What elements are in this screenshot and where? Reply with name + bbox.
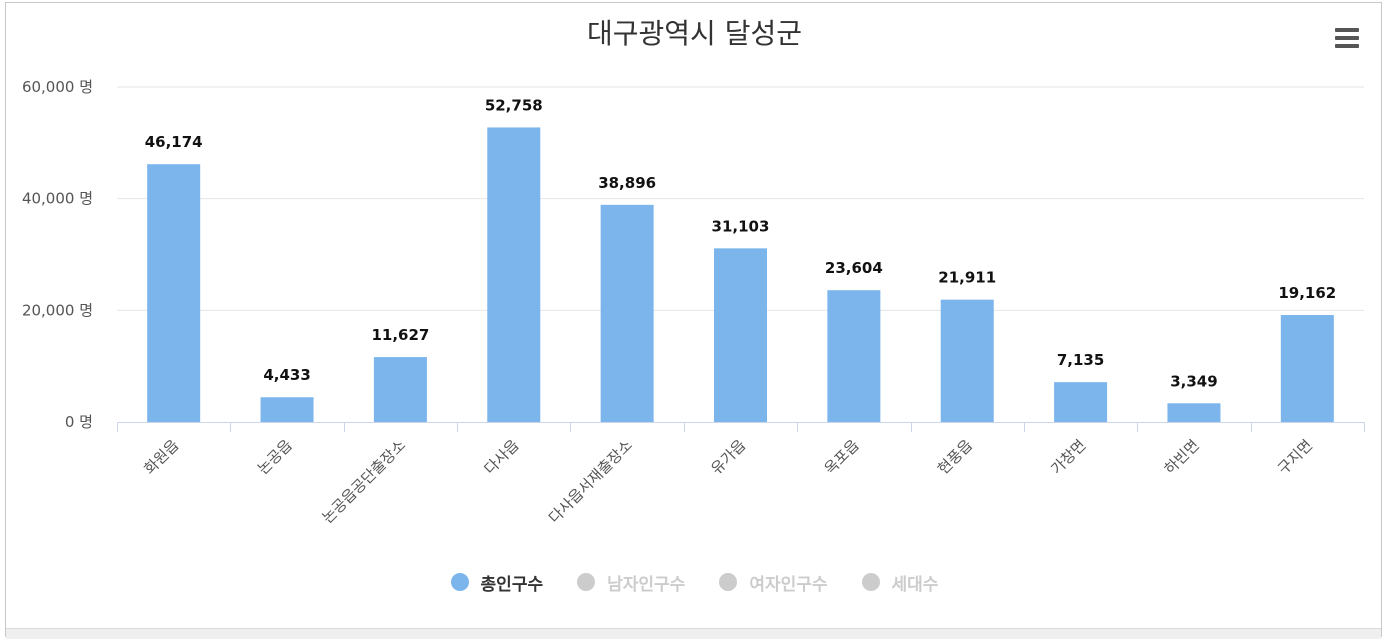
bar xyxy=(1280,315,1334,422)
y-tick-label: 60,000 명 xyxy=(22,78,93,96)
data-label: 11,627 xyxy=(371,326,429,344)
bar xyxy=(1167,403,1221,422)
data-label: 4,433 xyxy=(263,366,310,384)
x-tick-label: 논공읍 xyxy=(254,436,296,478)
legend-dot-icon xyxy=(861,573,880,591)
x-tick-label: 논공읍공단출장소 xyxy=(318,436,409,527)
legend-item-female[interactable]: 여자인구수 xyxy=(719,570,828,595)
data-label: 31,103 xyxy=(712,217,770,235)
bar xyxy=(827,290,881,422)
x-tick-label: 화원읍 xyxy=(141,436,183,478)
data-label: 46,174 xyxy=(145,133,203,151)
y-tick-label: 0 명 xyxy=(65,413,93,431)
legend-item-total[interactable]: 총인구수 xyxy=(450,570,544,595)
y-tick-label: 20,000 명 xyxy=(22,301,93,319)
legend-item-households[interactable]: 세대수 xyxy=(861,570,939,595)
legend: 총인구수 남자인구수 여자인구수 세대수 xyxy=(0,568,1389,596)
x-tick-label: 가창면 xyxy=(1047,436,1089,478)
legend-dot-icon xyxy=(577,573,596,591)
x-tick-label: 다사읍서재출장소 xyxy=(545,436,636,527)
data-label: 7,135 xyxy=(1057,351,1104,369)
legend-item-male[interactable]: 남자인구수 xyxy=(577,570,685,595)
y-tick-label: 40,000 명 xyxy=(22,190,93,208)
data-label: 19,162 xyxy=(1278,284,1336,302)
x-tick-label: 유가읍 xyxy=(707,436,749,478)
bar xyxy=(1054,382,1108,422)
legend-label: 세대수 xyxy=(891,574,939,595)
x-tick-label: 옥포읍 xyxy=(821,436,863,478)
legend-dot-icon xyxy=(719,573,738,591)
hamburger-menu-icon[interactable] xyxy=(1331,26,1363,52)
bar xyxy=(260,397,314,422)
data-label: 23,604 xyxy=(825,259,883,277)
data-label: 38,896 xyxy=(598,174,656,192)
bar xyxy=(487,127,541,422)
data-label: 3,349 xyxy=(1170,372,1217,390)
data-label: 52,758 xyxy=(485,96,543,114)
legend-label: 여자인구수 xyxy=(749,574,828,595)
x-tick-label: 구지면 xyxy=(1274,436,1316,478)
chart-container xyxy=(5,2,1382,637)
bottom-scrollbar-strip xyxy=(6,628,1381,639)
chart-title: 대구광역시 달성군 xyxy=(587,17,802,50)
legend-label: 남자인구수 xyxy=(607,574,686,595)
bar xyxy=(373,357,427,422)
x-tick-label: 하빈면 xyxy=(1161,436,1203,478)
legend-dot-icon xyxy=(450,573,469,591)
bar xyxy=(714,248,767,422)
bar xyxy=(600,204,654,422)
bar xyxy=(147,164,201,422)
x-tick-label: 현풍읍 xyxy=(934,436,976,478)
bar xyxy=(940,299,994,422)
legend-label: 총인구수 xyxy=(480,574,544,595)
x-tick-label: 다사읍 xyxy=(481,436,523,478)
data-label: 21,911 xyxy=(938,269,996,287)
